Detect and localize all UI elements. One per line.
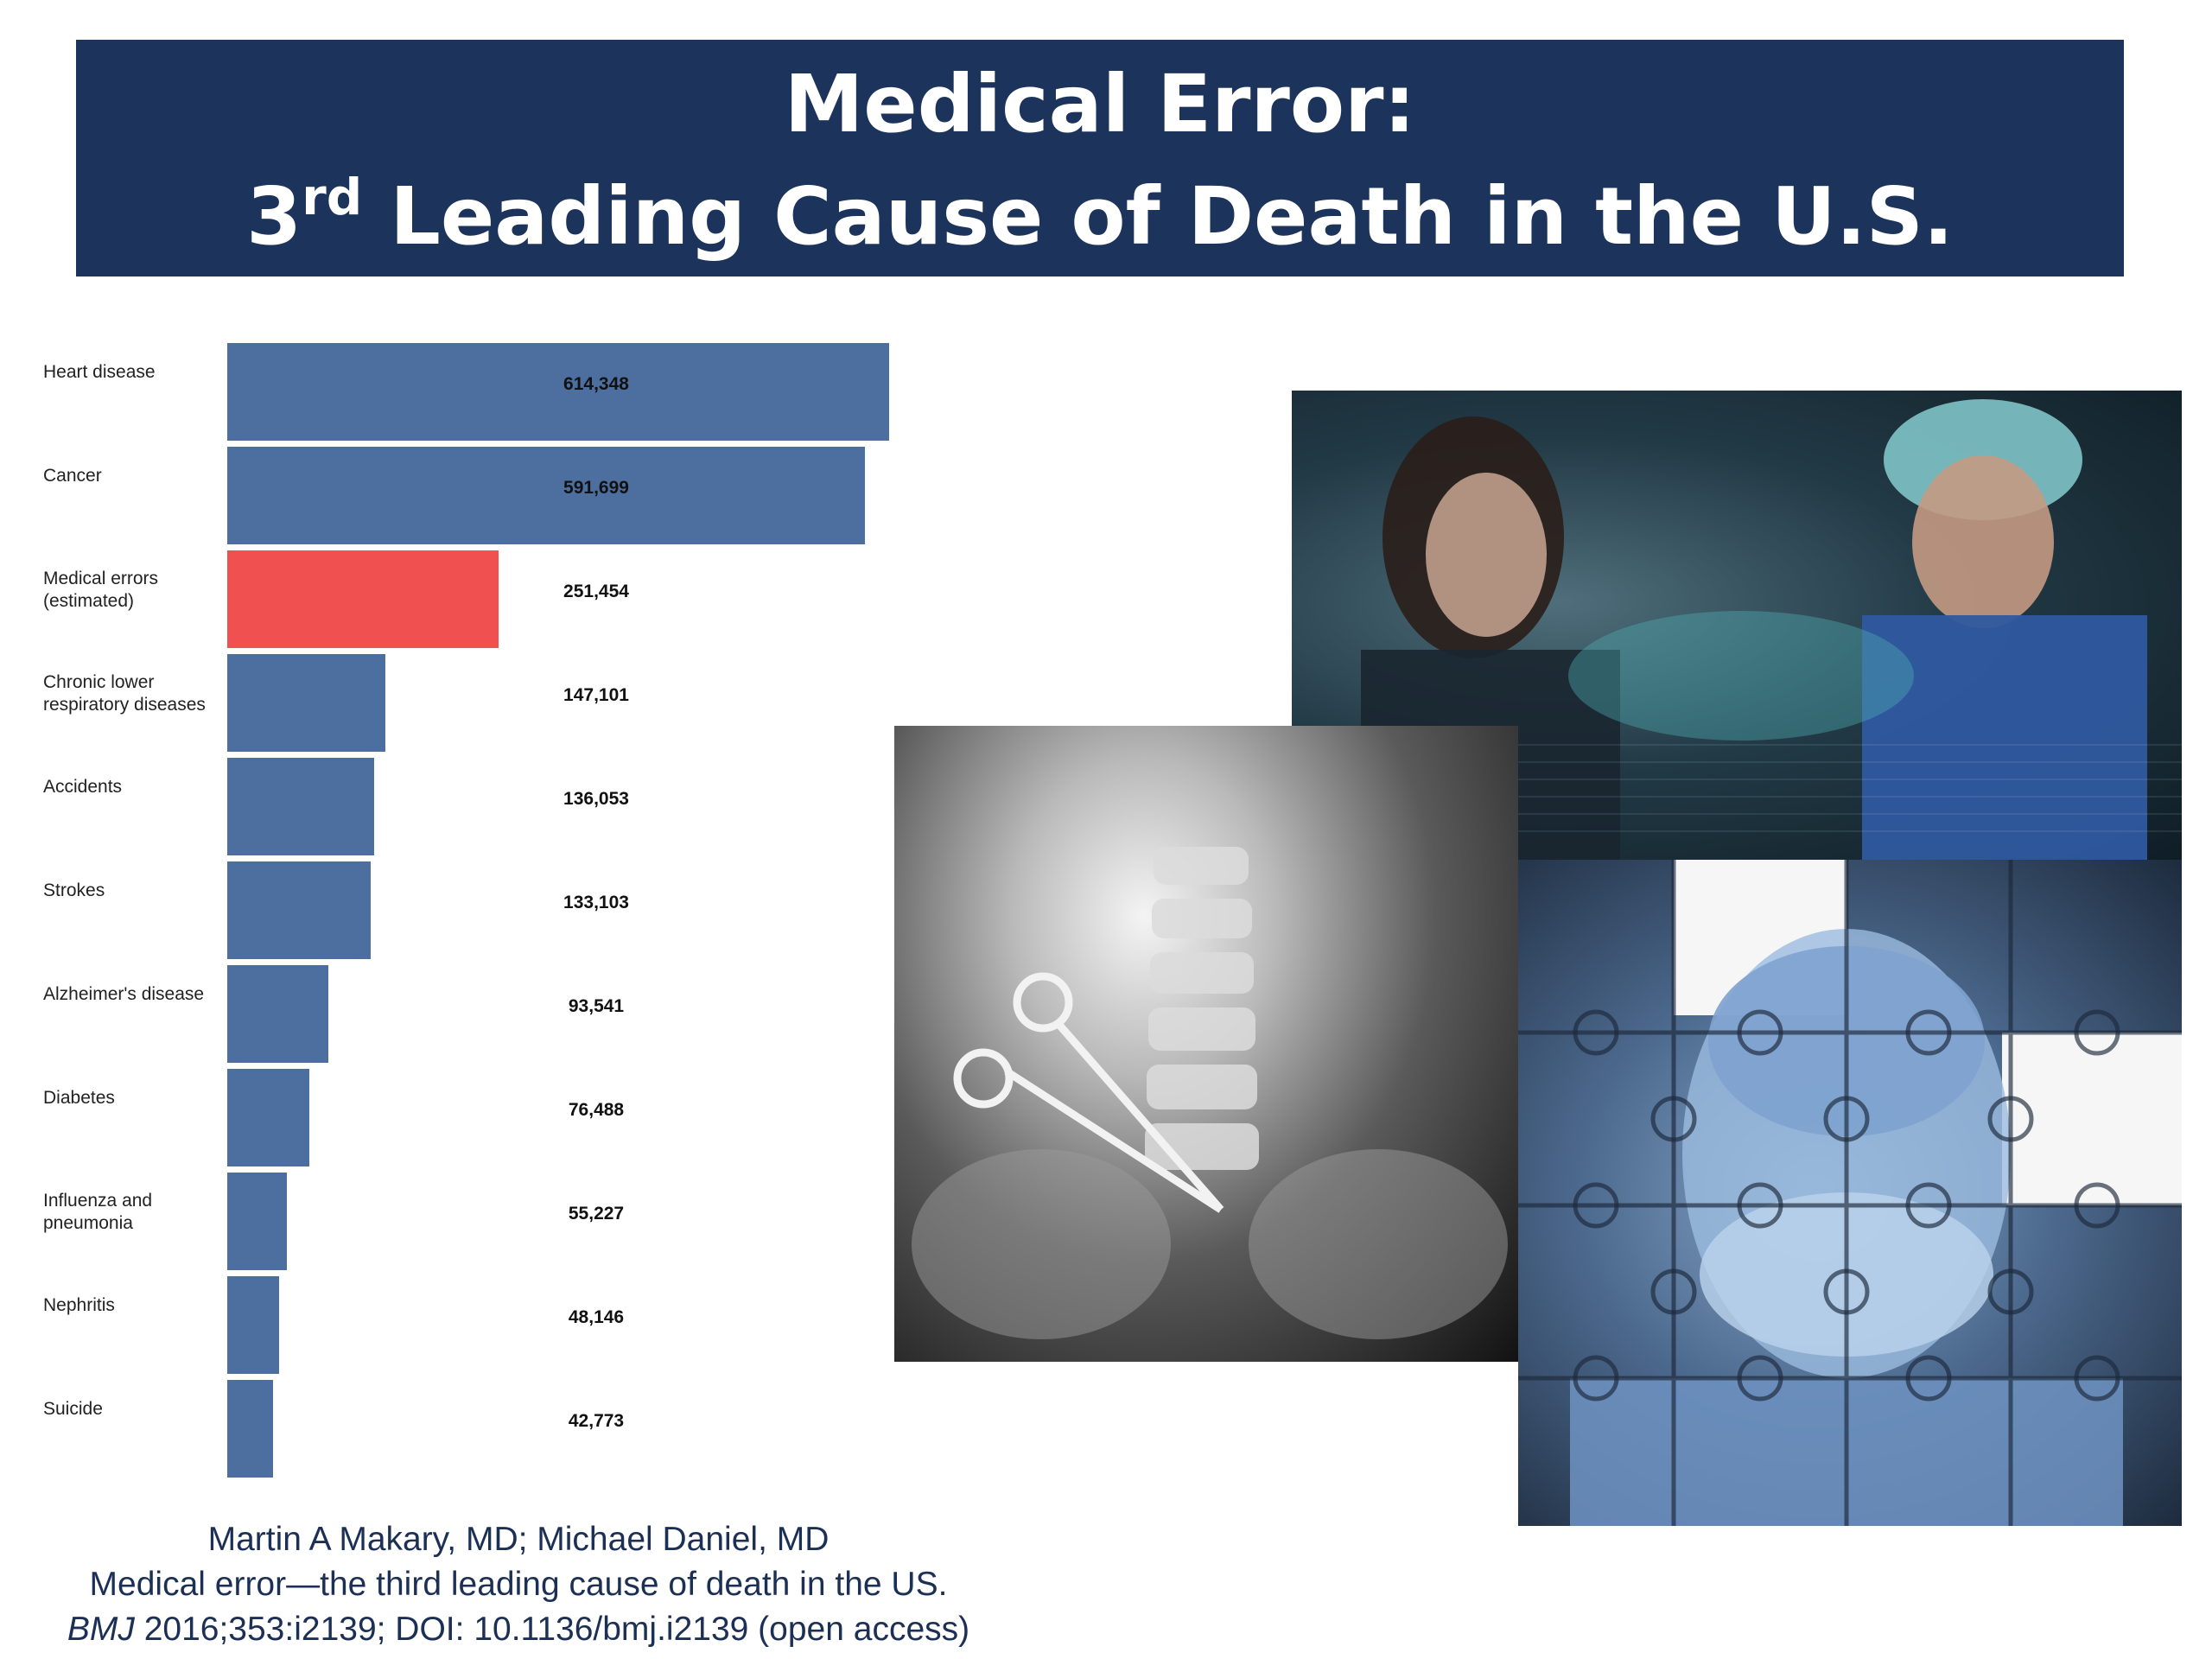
category-label-7: Diabetes	[43, 1088, 115, 1108]
citation-details: 2016;353:i2139; DOI: 10.1136/bmj.i2139 (…	[134, 1611, 970, 1648]
category-label-line: Alzheimer's disease	[43, 984, 204, 1004]
value-label-10: 42,773	[569, 1411, 624, 1431]
category-label-line: (estimated)	[43, 591, 134, 611]
category-label-3: Chronic lower respiratory diseases	[43, 672, 206, 715]
category-label-1: Cancer	[43, 466, 102, 486]
value-label-4: 136,053	[563, 789, 629, 809]
citation-journal: BMJ	[67, 1611, 135, 1648]
bar-6	[227, 965, 328, 1063]
xray-forceps-photo	[894, 726, 1518, 1362]
surgical-team-photo	[1292, 391, 2182, 861]
category-label-line: pneumonia	[43, 1213, 133, 1233]
bar-7	[227, 1069, 309, 1166]
category-label-line: Diabetes	[43, 1088, 115, 1108]
title-ordinal: 3	[246, 170, 302, 263]
bar-10	[227, 1380, 273, 1478]
bar-2	[227, 550, 499, 648]
bar-1	[227, 447, 865, 544]
citation-title: Medical error—the third leading cause of…	[89, 1566, 948, 1603]
title-banner: Medical Error: 3rd Leading Cause of Deat…	[76, 40, 2124, 276]
category-label-4: Accidents	[43, 777, 122, 797]
bar-8	[227, 1173, 287, 1270]
category-label-line: Chronic lower	[43, 672, 154, 692]
value-label-2: 251,454	[563, 582, 629, 601]
value-labels: 614,348 591,699 251,454 147,101 136,053 133,1…	[563, 374, 629, 1431]
title-rest: Leading Cause of Death in the U.S.	[362, 170, 1954, 263]
category-label-2: Medical errors (estimated)	[43, 569, 158, 611]
bar-5	[227, 861, 371, 959]
puzzle-surgeon-photo	[1518, 860, 2182, 1526]
citation-authors: Martin A Makary, MD; Michael Daniel, MD	[207, 1521, 830, 1558]
value-label-5: 133,103	[563, 893, 629, 912]
category-label-line: Suicide	[43, 1399, 103, 1419]
value-label-0: 614,348	[563, 374, 629, 394]
bar-0	[227, 343, 889, 441]
title-line-2: 3rd Leading Cause of Death in the U.S.	[76, 168, 2124, 264]
category-label-8: Influenza and pneumonia	[43, 1191, 152, 1233]
value-label-8: 55,227	[569, 1204, 624, 1224]
value-label-7: 76,488	[569, 1100, 625, 1120]
value-label-6: 93,541	[569, 996, 625, 1016]
category-label-line: Heart disease	[43, 362, 156, 382]
value-label-9: 48,146	[569, 1307, 624, 1327]
forceps-icon	[953, 972, 1224, 1213]
category-label-0: Heart disease	[43, 362, 156, 382]
bars	[227, 343, 889, 1478]
citation: Martin A Makary, MD; Michael Daniel, MD …	[0, 1517, 1037, 1652]
bar-3	[227, 654, 385, 752]
category-label-line: Medical errors	[43, 569, 158, 588]
bar-9	[227, 1276, 279, 1374]
title-ordinal-suffix: rd	[302, 168, 363, 226]
bar-4	[227, 758, 374, 855]
category-label-10: Suicide	[43, 1399, 103, 1419]
citation-source: BMJ 2016;353:i2139; DOI: 10.1136/bmj.i21…	[0, 1607, 1037, 1652]
category-label-line: respiratory diseases	[43, 695, 206, 715]
category-labels: Heart disease Cancer Medical errors (estima…	[43, 362, 206, 1419]
value-label-1: 591,699	[563, 478, 629, 498]
category-label-line: Cancer	[43, 466, 102, 486]
value-label-3: 147,101	[563, 685, 629, 705]
category-label-line: Strokes	[43, 880, 105, 900]
category-label-line: Accidents	[43, 777, 122, 797]
category-label-5: Strokes	[43, 880, 105, 900]
causes-of-death-bar-chart: Heart disease Cancer Medical errors (estima…	[43, 343, 889, 1478]
category-label-line: Influenza and	[43, 1191, 152, 1211]
category-label-6: Alzheimer's disease	[43, 984, 204, 1004]
category-label-9: Nephritis	[43, 1295, 115, 1315]
title-line-1: Medical Error:	[784, 58, 1416, 150]
category-label-line: Nephritis	[43, 1295, 115, 1315]
